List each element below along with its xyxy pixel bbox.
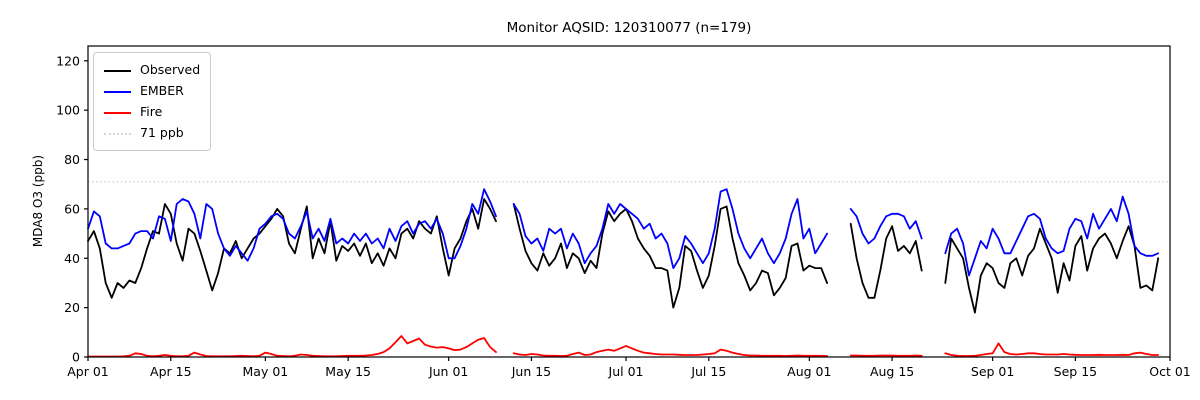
x-tick-label: Sep 15 [1054, 364, 1097, 379]
x-tick-label: Oct 01 [1149, 364, 1191, 379]
legend-item-ember: EMBER [104, 81, 200, 102]
legend-item-observed: Observed [104, 60, 200, 81]
y-tick-label: 120 [56, 53, 80, 68]
x-tick-label: May 15 [325, 364, 371, 379]
y-tick-label: 100 [56, 103, 80, 118]
x-tick-label: Apr 01 [67, 364, 109, 379]
plot-frame [87, 45, 1171, 358]
fire-line [87, 335, 1160, 358]
chart-title: Monitor AQSID: 120310077 (n=179) [506, 20, 752, 36]
legend-label: Observed [140, 62, 201, 78]
fire-line-icon [104, 111, 131, 114]
legend-item-fire: Fire [104, 102, 200, 123]
ember-line-icon [104, 90, 131, 93]
x-tick-label: Jul 01 [608, 364, 644, 379]
x-tick-label: Sep 01 [971, 364, 1014, 379]
legend-item-threshold: 71 ppb [104, 123, 200, 144]
legend-label: EMBER [140, 83, 184, 99]
ember-line [87, 188, 1160, 277]
x-tick-label: Jul 15 [690, 364, 726, 379]
x-tick-label: Jun 15 [511, 364, 551, 379]
x-tick-label: Jun 01 [428, 364, 468, 379]
y-tick-label: 60 [64, 201, 80, 216]
threshold-line-icon [104, 132, 131, 135]
legend-label: Fire [140, 104, 163, 120]
x-tick-label: Aug 15 [870, 364, 914, 379]
x-tick-label: Apr 15 [150, 364, 192, 379]
y-tick-label: 0 [72, 350, 80, 365]
legend-label: 71 ppb [140, 125, 184, 141]
x-tick-label: Aug 01 [787, 364, 831, 379]
x-tick-label: May 01 [243, 364, 289, 379]
observed-line [87, 198, 1160, 314]
y-tick-label: 20 [64, 300, 80, 315]
legend: Observed EMBER Fire 71 ppb [93, 52, 212, 151]
y-tick-label: 40 [64, 251, 80, 266]
y-tick-label: 80 [64, 152, 80, 167]
observed-line-icon [104, 69, 131, 72]
